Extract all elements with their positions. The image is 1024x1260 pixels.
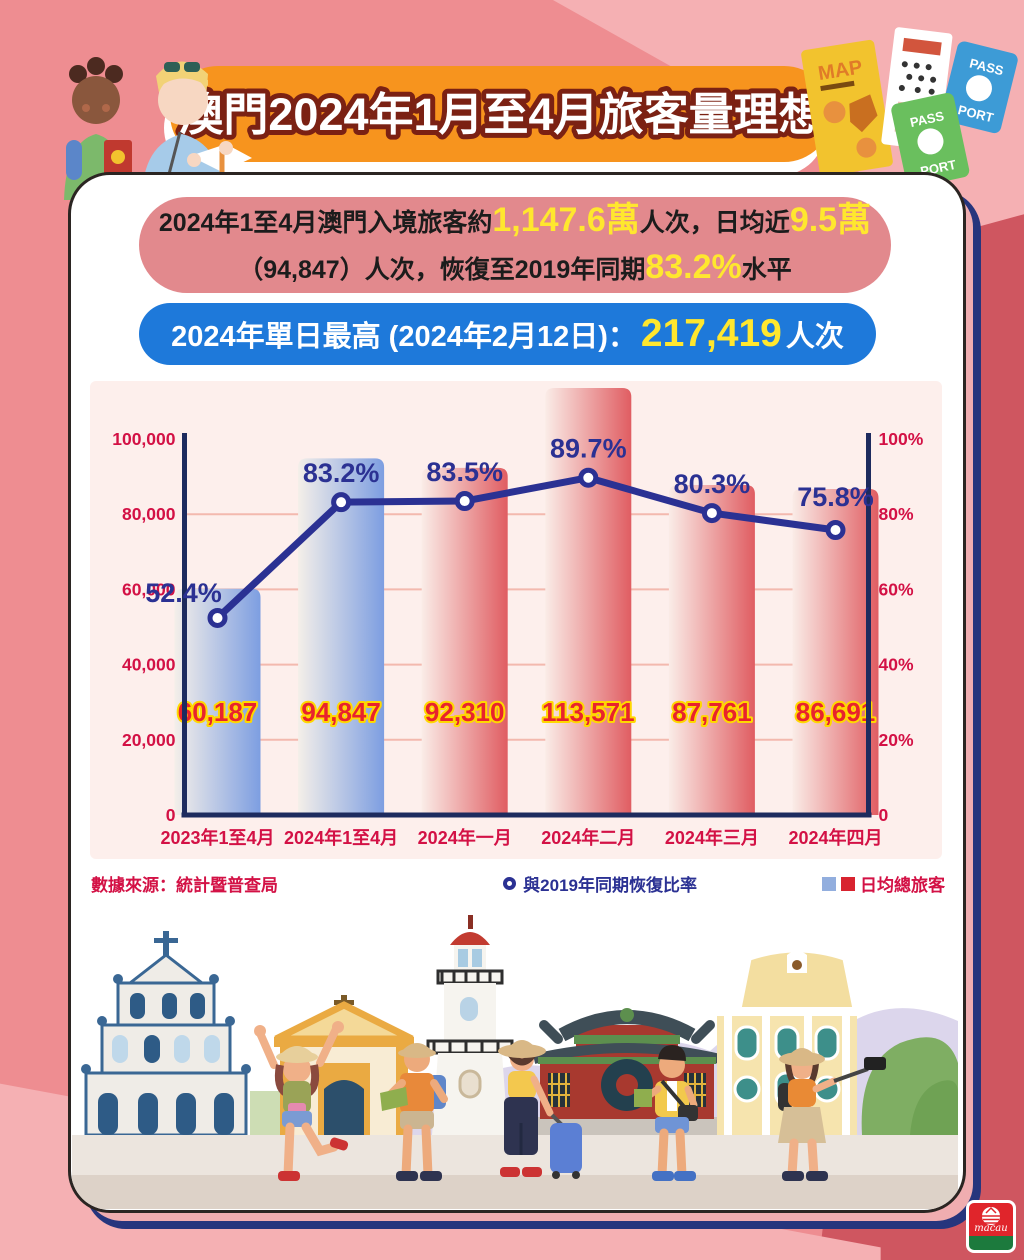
summary-big2: 9.5萬: [789, 201, 872, 239]
tourist-yellow-jacket-man: [634, 1045, 698, 1181]
summary-pre2: （94,847）人次，恢復至2019年同期: [238, 256, 646, 284]
peak-pill: 2024年單日最高 (2024年2月12日)： 217,419 人次: [139, 303, 876, 365]
chart-svg: 60,187 94,847 92,310 113,571 87,761 86,691 100…: [112, 387, 924, 848]
map-booklet-icon: MAP: [801, 39, 893, 177]
guia-lighthouse: [426, 915, 514, 1135]
line-marker: [331, 492, 352, 513]
bar-value-label: 60,187: [178, 697, 258, 727]
tourist-jumping-girl: [254, 1021, 349, 1181]
right-axis-tick: 0: [879, 805, 889, 825]
blue-bar-swatch-icon: [822, 876, 836, 891]
red-bar-swatch-icon: [841, 876, 855, 891]
pct-label: 80.3%: [674, 469, 751, 499]
line-marker-icon: [503, 877, 517, 890]
travel-documents-illustration: MAP PASS PORT PASS PORT: [801, 27, 1018, 188]
bar: [545, 387, 632, 815]
legend-line-label: 與2019年同期恢復比率: [523, 876, 697, 895]
line-marker: [825, 519, 846, 540]
peak-unit: 人次: [785, 321, 844, 353]
line-marker: [578, 467, 599, 488]
legend-line-series: 與2019年同期恢復比率: [503, 871, 697, 896]
left-axis-tick: 0: [166, 805, 176, 825]
main-card: 2024年1至4月澳門入境旅客約1,147.6萬人次，日均近9.5萬 （94,8…: [68, 172, 966, 1213]
bar-value-label: 94,847: [301, 697, 381, 727]
line-marker: [701, 503, 722, 524]
x-axis-label: 2024年三月: [665, 827, 759, 848]
left-axis-tick: 40,000: [122, 655, 176, 675]
pct-label: 83.5%: [426, 457, 503, 487]
chart-panel: 60,187 94,847 92,310 113,571 87,761 86,691 100…: [90, 381, 942, 859]
bar-value-label: 87,761: [672, 697, 752, 727]
right-axis-tick: 80%: [879, 504, 914, 524]
peak-value: 217,419: [640, 312, 782, 355]
passport-green-top-label: PASS: [909, 108, 946, 130]
title-banner: 澳門2024年1月至4月旅客量理想: [170, 66, 832, 162]
summary-big1: 1,147.6萬: [492, 201, 640, 239]
summary-pre1: 2024年1至4月澳門入境旅客約: [158, 209, 493, 237]
page-title: 澳門2024年1月至4月旅客量理想: [178, 89, 823, 140]
left-axis-tick: 60,000: [122, 579, 176, 599]
right-axis-tick: 60%: [879, 579, 914, 599]
bar-value-label: 113,571: [542, 697, 635, 727]
summary-pill: 2024年1至4月澳門入境旅客約1,147.6萬人次，日均近9.5萬 （94,8…: [139, 197, 891, 293]
macau-logo-emblem-icon: [982, 1206, 1000, 1225]
peak-label: 2024年單日最高 (2024年2月12日)：: [171, 321, 637, 353]
bar-value-label: 86,691: [796, 697, 876, 727]
pct-label: 52.4%: [145, 578, 222, 608]
bar: [668, 485, 755, 815]
tourist-selfie-woman: [778, 1048, 886, 1181]
bar-value-label: 92,310: [425, 697, 505, 727]
right-axis-tick: 40%: [879, 655, 914, 675]
title-text-svg: 澳門2024年1月至4月旅客量理想: [173, 84, 828, 145]
left-axis-tick: 100,000: [112, 429, 176, 449]
bar: [421, 467, 508, 815]
macau-logo-inner: macau: [969, 1203, 1013, 1250]
macau-logo-red-field: [969, 1203, 1013, 1236]
x-axis-label: 2024年一月: [418, 827, 512, 848]
summary-line-1: 2024年1至4月澳門入境旅客約1,147.6萬人次，日均近9.5萬: [139, 199, 891, 244]
left-axis-tick: 20,000: [122, 730, 176, 750]
x-axis-label: 2024年1至4月: [284, 827, 398, 848]
right-axis-tick: 20%: [879, 730, 914, 750]
legend-row: 數據來源：統計暨普查局 與2019年同期恢復比率 日均總旅客: [91, 867, 947, 901]
bar: [298, 458, 385, 815]
summary-big3: 83.2%: [645, 248, 742, 286]
macau-landmarks-illustration: [72, 915, 958, 1209]
left-axis-tick: 80,000: [122, 504, 176, 524]
passport-blue-icon: PASS PORT: [940, 41, 1018, 134]
macau-logo-green-field: [969, 1236, 1013, 1250]
macau-logo-text: macau: [974, 1223, 1008, 1234]
bar: [174, 588, 261, 815]
summary-mid1: 人次，日均近: [639, 209, 790, 237]
right-axis-tick: 100%: [879, 429, 924, 449]
pct-label: 89.7%: [550, 434, 627, 464]
data-source: 數據來源：統計暨普查局: [91, 876, 278, 895]
summary-post2: 水平: [741, 256, 792, 284]
x-axis-label: 2024年二月: [541, 827, 635, 848]
x-axis-label: 2024年四月: [788, 827, 882, 848]
ruins-st-pauls: [81, 931, 251, 1137]
line-marker: [207, 607, 228, 628]
pct-label: 83.2%: [303, 458, 380, 488]
bar: [792, 489, 879, 815]
line-marker: [454, 491, 475, 512]
tourist-suitcase-woman: [498, 1040, 582, 1179]
tourist-map-man: [380, 1043, 448, 1181]
legend-bar-series: 日均總旅客: [822, 871, 945, 896]
macau-tourism-logo: macau: [966, 1200, 1016, 1253]
x-axis-label: 2023年1至4月: [160, 827, 274, 848]
summary-line-2: （94,847）人次，恢復至2019年同期83.2%水平: [139, 246, 891, 291]
pct-label: 75.8%: [797, 482, 874, 512]
legend-bars-label: 日均總旅客: [860, 876, 945, 895]
recovery-line: [214, 474, 839, 622]
